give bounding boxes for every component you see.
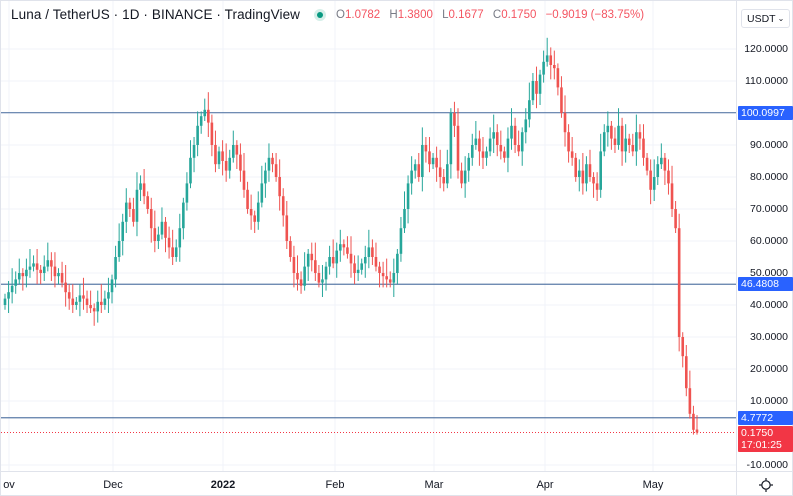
settings-button[interactable] — [736, 471, 793, 496]
time-label: Feb — [325, 479, 345, 491]
hline-price-tag: 46.4808 — [738, 277, 793, 292]
price-label: -10.0000 — [746, 459, 788, 471]
close-value: 0.1750 — [501, 8, 537, 21]
price-label: 80.0000 — [750, 171, 788, 183]
time-axis[interactable]: ov Dec 2022 Feb Mar Apr May — [1, 471, 736, 496]
chevron-down-icon: ⌄ — [777, 14, 785, 23]
chart-title: Luna / TetherUS · 1D · BINANCE · Trading… — [11, 7, 301, 22]
currency-selector[interactable]: USDT ⌄ — [741, 9, 791, 28]
time-label: Dec — [103, 479, 123, 491]
price-label: 90.0000 — [750, 139, 788, 151]
price-label: 20.0000 — [750, 363, 788, 375]
price-axis[interactable]: 120.0000 110.0000 90.0000 80.0000 70.0000 60.… — [736, 1, 793, 471]
price-label: 60.0000 — [750, 235, 788, 247]
price-label: 40.0000 — [750, 299, 788, 311]
change-value: −0.9019 (−83.75%) — [545, 8, 645, 21]
time-label: 2022 — [210, 479, 236, 491]
market-status-icon[interactable] — [314, 8, 327, 21]
currency-label: USDT — [747, 12, 776, 25]
open-value: 1.0782 — [344, 8, 381, 21]
price-label: 10.0000 — [750, 395, 788, 407]
high-value: 1.3800 — [397, 8, 433, 21]
price-label: 70.0000 — [750, 203, 788, 215]
price-label: 110.0000 — [744, 75, 788, 87]
gear-icon — [758, 477, 773, 492]
candlestick-chart — [1, 1, 736, 471]
time-label: Apr — [536, 479, 554, 491]
low-value: 0.1677 — [448, 8, 484, 21]
chart-plot-area[interactable] — [1, 1, 736, 471]
time-label: ov — [3, 479, 15, 491]
price-label: 120.0000 — [744, 43, 788, 55]
hline-price-tag: 100.0997 — [738, 105, 793, 120]
time-label: May — [642, 479, 664, 491]
chart-legend: Luna / TetherUS · 1D · BINANCE · Trading… — [11, 7, 650, 22]
hline-price-tag: 4.7772 — [738, 410, 793, 425]
time-label: Mar — [424, 479, 444, 491]
price-label: 50.0000 — [750, 267, 788, 279]
ohlc-values: O1.0782 H1.3800 L0.1677 C0.1750 −0.9019 … — [336, 8, 645, 21]
last-price-tag: 0.1750 17:01:25 — [738, 426, 793, 453]
price-label: 30.0000 — [750, 331, 788, 343]
